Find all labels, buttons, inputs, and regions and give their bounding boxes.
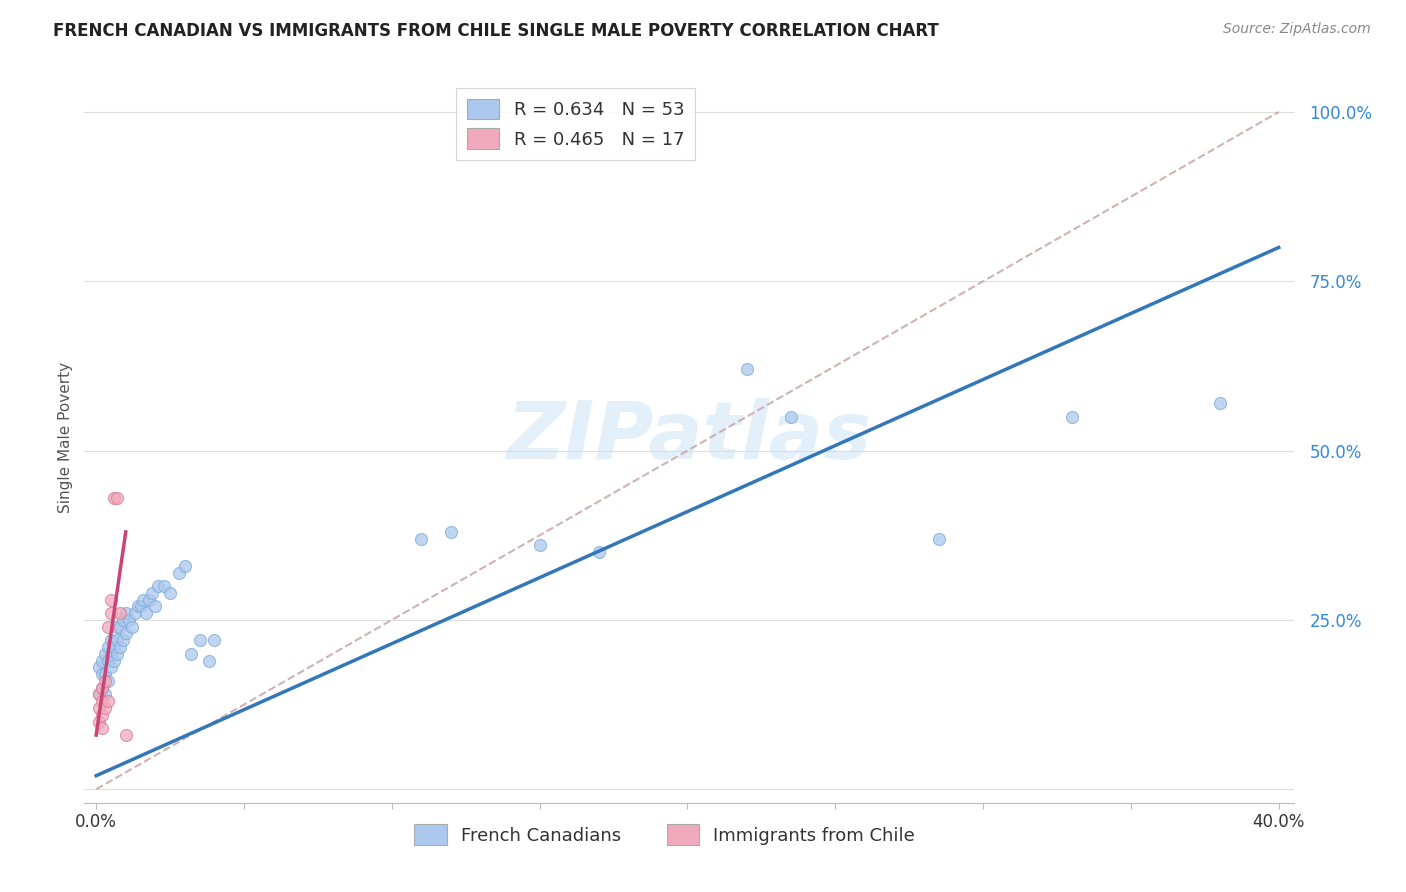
Point	[118, 613, 141, 627]
Point	[204, 633, 226, 648]
Point	[89, 701, 111, 715]
Y-axis label: Single Male Poverty: Single Male Poverty	[58, 361, 73, 513]
Point	[127, 599, 149, 614]
Point	[173, 558, 195, 573]
Point	[197, 654, 219, 668]
Point	[105, 491, 128, 505]
Point	[97, 654, 120, 668]
Point	[167, 566, 190, 580]
Point	[89, 714, 111, 729]
Text: FRENCH CANADIAN VS IMMIGRANTS FROM CHILE SINGLE MALE POVERTY CORRELATION CHART: FRENCH CANADIAN VS IMMIGRANTS FROM CHILE…	[53, 22, 939, 40]
Point	[108, 620, 131, 634]
Point	[100, 606, 122, 620]
Point	[94, 701, 117, 715]
Point	[94, 667, 117, 681]
Point	[89, 660, 111, 674]
Point	[105, 647, 128, 661]
Point	[529, 538, 551, 552]
Point	[91, 707, 114, 722]
Point	[97, 620, 120, 634]
Point	[91, 667, 114, 681]
Point	[132, 592, 155, 607]
Point	[91, 721, 114, 735]
Point	[129, 599, 152, 614]
Point	[97, 694, 120, 708]
Point	[91, 654, 114, 668]
Legend: French Canadians, Immigrants from Chile: French Canadians, Immigrants from Chile	[408, 817, 922, 852]
Text: Source: ZipAtlas.com: Source: ZipAtlas.com	[1223, 22, 1371, 37]
Point	[440, 524, 463, 539]
Point	[180, 647, 202, 661]
Point	[103, 654, 125, 668]
Point	[91, 681, 114, 695]
Point	[188, 633, 211, 648]
Point	[100, 592, 122, 607]
Point	[111, 633, 134, 648]
Point	[100, 633, 122, 648]
Point	[100, 647, 122, 661]
Point	[89, 688, 111, 702]
Point	[1060, 409, 1083, 424]
Point	[153, 579, 176, 593]
Point	[103, 491, 125, 505]
Point	[94, 647, 117, 661]
Point	[114, 606, 136, 620]
Point	[105, 620, 128, 634]
Point	[135, 606, 157, 620]
Point	[111, 613, 134, 627]
Point	[108, 640, 131, 654]
Point	[411, 532, 433, 546]
Point	[100, 660, 122, 674]
Point	[143, 599, 166, 614]
Point	[780, 409, 803, 424]
Point	[94, 688, 117, 702]
Point	[928, 532, 950, 546]
Point	[124, 606, 146, 620]
Point	[141, 586, 163, 600]
Point	[148, 579, 170, 593]
Point	[1208, 396, 1230, 410]
Point	[91, 681, 114, 695]
Point	[105, 633, 128, 648]
Point	[159, 586, 181, 600]
Point	[735, 362, 758, 376]
Point	[114, 626, 136, 640]
Text: ZIPatlas: ZIPatlas	[506, 398, 872, 476]
Point	[121, 620, 143, 634]
Point	[114, 728, 136, 742]
Point	[91, 694, 114, 708]
Point	[94, 673, 117, 688]
Point	[97, 673, 120, 688]
Point	[588, 545, 610, 559]
Point	[108, 606, 131, 620]
Point	[138, 592, 160, 607]
Point	[89, 688, 111, 702]
Point	[103, 640, 125, 654]
Point	[97, 640, 120, 654]
